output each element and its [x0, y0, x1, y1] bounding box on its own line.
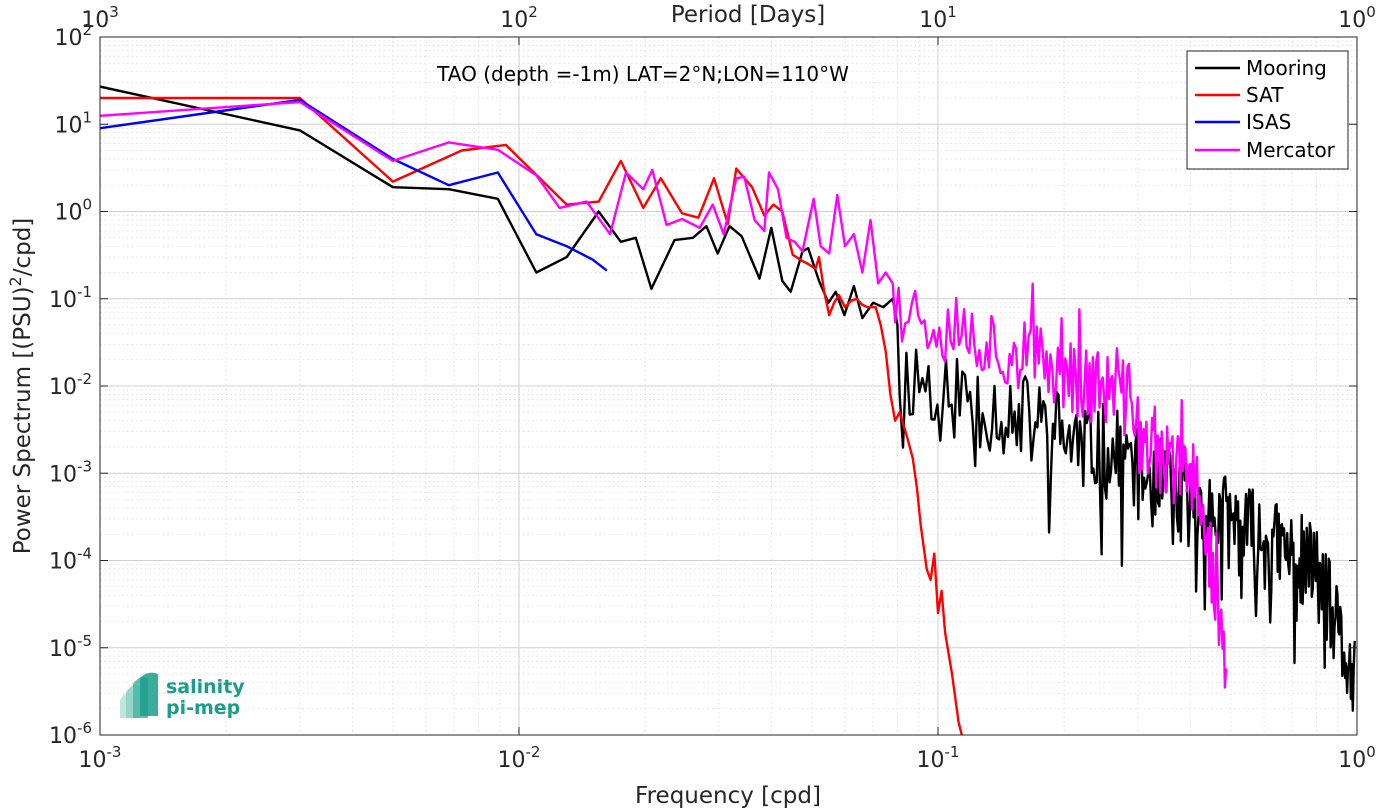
- x2-tick-label: 101: [919, 3, 957, 33]
- y-tick-label: 10-4: [49, 545, 92, 575]
- y-tick-label: 10-5: [49, 632, 92, 662]
- y-tick-label: 10-6: [49, 719, 92, 749]
- grid-minor: [100, 37, 1357, 735]
- x2-tick-label: 102: [500, 3, 538, 33]
- y-axis-label-tail: /cpd]: [10, 218, 36, 277]
- y-tick-label: 100: [54, 196, 92, 226]
- y-tick-label: 10-3: [49, 457, 92, 487]
- chart-title: TAO (depth =-1m) LAT=2°N;LON=110°W: [436, 62, 849, 86]
- x-tick-label: 10-1: [917, 743, 960, 773]
- y-axis-label: Power Spectrum [(PSU)2/cpd]: [6, 218, 36, 555]
- x-tick-label: 10-2: [498, 743, 541, 773]
- y-tick-label: 10-1: [49, 283, 92, 313]
- y-tick-labels: 102 101 100 10-1 10-2 10-3 10-4 10-5 10-6: [49, 21, 92, 749]
- y-axis-label-exponent: 2: [6, 276, 25, 286]
- x-tick-label: 10-3: [79, 743, 122, 773]
- x-tick-labels: 10-3 10-2 10-1 100: [79, 743, 1376, 773]
- y-tick-label: 102: [54, 21, 92, 51]
- series-line-sat: [100, 96, 963, 735]
- ticks-layer: [99, 36, 1358, 736]
- legend: Mooring SAT ISAS Mercator: [1186, 50, 1349, 170]
- x2-axis-label: Period [Days]: [671, 2, 825, 28]
- salinity-pi-mep-logo: salinity pi-mep: [120, 672, 245, 719]
- legend-label-sat: SAT: [1246, 83, 1284, 107]
- x-tick-label: 100: [1338, 743, 1376, 773]
- logo-text-line1: salinity: [166, 676, 245, 698]
- legend-label-mercator: Mercator: [1246, 138, 1336, 162]
- y-axis-label-main: Power Spectrum [(PSU): [10, 286, 36, 554]
- legend-label-mooring: Mooring: [1246, 56, 1327, 80]
- y-tick-label: 10-2: [49, 370, 92, 400]
- y-tick-label: 101: [54, 108, 92, 138]
- x2-tick-labels: 103 102 101 100: [81, 3, 1376, 33]
- series-line-isas: [100, 98, 608, 272]
- series-line-mercator: [100, 100, 1228, 689]
- series-line-mooring: [100, 85, 1356, 712]
- x-axis-label: Frequency [cpd]: [635, 783, 821, 809]
- logo-mark-icon: [120, 672, 158, 718]
- x2-tick-label: 100: [1338, 3, 1376, 33]
- series-layer: [100, 85, 1356, 735]
- grid-major: [99, 36, 1358, 736]
- legend-label-isas: ISAS: [1246, 110, 1291, 134]
- logo-text-line2: pi-mep: [166, 697, 240, 719]
- x2-tick-label: 103: [81, 3, 119, 33]
